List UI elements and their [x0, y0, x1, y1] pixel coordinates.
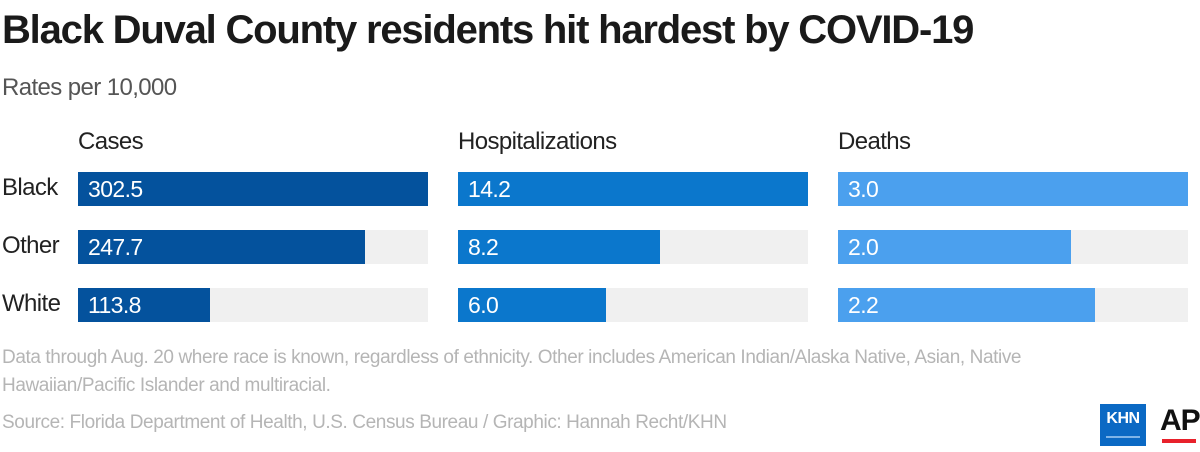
- bar-deaths-black: [838, 172, 1188, 206]
- khn-logo: KHN: [1100, 404, 1146, 446]
- khn-logo-text: KHN: [1106, 410, 1140, 427]
- row-label-white: White: [2, 290, 61, 317]
- bar-track: 3.0: [838, 172, 1188, 206]
- bar-track: 2.0: [838, 230, 1188, 264]
- value-label-deaths-black: 3.0: [848, 176, 879, 202]
- value-label-cases-other: 247.7: [88, 234, 143, 260]
- bar-track: 2.2: [838, 288, 1188, 322]
- chart-subtitle: Rates per 10,000: [2, 74, 177, 101]
- value-label-hospitalizations-black: 14.2: [468, 176, 511, 202]
- panel-hospitalizations: Hospitalizations 14.2 8.2 6.0: [458, 128, 808, 328]
- value-label-hospitalizations-white: 6.0: [468, 292, 499, 318]
- bar-hospitalizations-black: [458, 172, 808, 206]
- panel-title-hospitalizations: Hospitalizations: [458, 128, 617, 155]
- row-label-black: Black: [2, 174, 58, 201]
- panel-cases: Cases 302.5 247.7 113.8: [78, 128, 428, 328]
- bar-track: 113.8: [78, 288, 428, 322]
- footnote: Data through Aug. 20 where race is known…: [2, 347, 1022, 396]
- khn-logo-stripe: [1106, 436, 1140, 438]
- row-label-other: Other: [2, 232, 60, 259]
- panel-deaths: Deaths 3.0 2.0 2.2: [838, 128, 1188, 328]
- value-label-hospitalizations-other: 8.2: [468, 234, 499, 260]
- bar-track: 302.5: [78, 172, 428, 206]
- bar-track: 14.2: [458, 172, 808, 206]
- value-label-deaths-other: 2.0: [848, 234, 879, 260]
- bar-track: 8.2: [458, 230, 808, 264]
- ap-logo-underline: [1162, 439, 1196, 443]
- value-label-cases-black: 302.5: [88, 176, 143, 202]
- bar-track: 6.0: [458, 288, 808, 322]
- chart-title: Black Duval County residents hit hardest…: [2, 8, 974, 52]
- bar-cases-black: [78, 172, 428, 206]
- bar-cases-other: [78, 230, 365, 264]
- bar-deaths-white: [838, 288, 1095, 322]
- ap-logo-text: AP: [1160, 404, 1200, 437]
- bar-hospitalizations-other: [458, 230, 660, 264]
- bar-cases-white: [78, 288, 210, 322]
- bar-track: 247.7: [78, 230, 428, 264]
- value-label-cases-white: 113.8: [88, 292, 141, 318]
- bar-deaths-other: [838, 230, 1071, 264]
- ap-logo: AP: [1160, 405, 1200, 447]
- value-label-deaths-white: 2.2: [848, 292, 879, 318]
- panel-title-deaths: Deaths: [838, 128, 911, 155]
- source-credit: Source: Florida Department of Health, U.…: [2, 412, 727, 433]
- bar-hospitalizations-white: [458, 288, 606, 322]
- panel-title-cases: Cases: [78, 128, 144, 155]
